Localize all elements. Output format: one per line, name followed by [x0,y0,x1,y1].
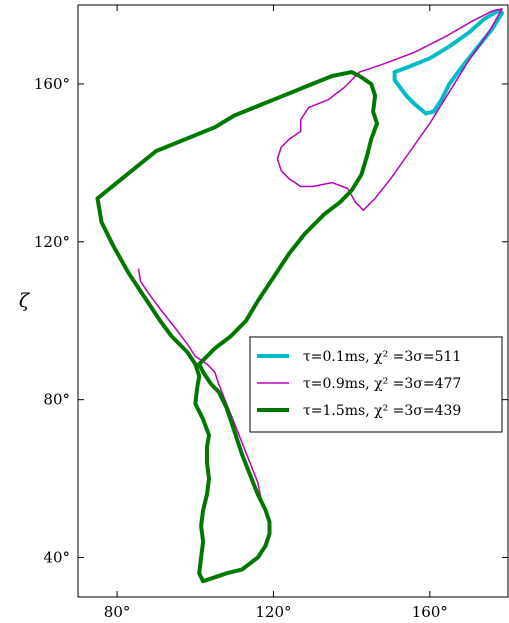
series-layer [95,8,505,584]
series-line-1 [276,8,503,211]
tick-layer: 80° 120° 160° 40° 80° 120° 160° [34,5,508,621]
x-tick-label: 160° [412,603,448,621]
y-axis-label: ζ [19,290,31,312]
legend-box [249,336,503,433]
x-tick-label: 120° [255,603,291,621]
y-tick-label: 160° [34,75,70,93]
plot-frame [77,4,509,598]
series-line-0 [392,8,505,116]
legend-label: τ=1.5ms, χ² =3σ=439 [303,403,461,419]
y-tick-label: 80° [43,391,70,409]
x-tick-label: 80° [104,603,131,621]
legend-label: τ=0.1ms, χ² =3σ=511 [303,349,461,365]
legend: τ=0.1ms, χ² =3σ=511 τ=0.9ms, χ² =3σ=477 τ=… [249,336,503,433]
y-tick-label: 120° [34,233,70,251]
legend-label: τ=0.9ms, χ² =3σ=477 [303,376,461,392]
y-tick-label: 40° [43,549,70,567]
series-line-3 [95,70,379,584]
